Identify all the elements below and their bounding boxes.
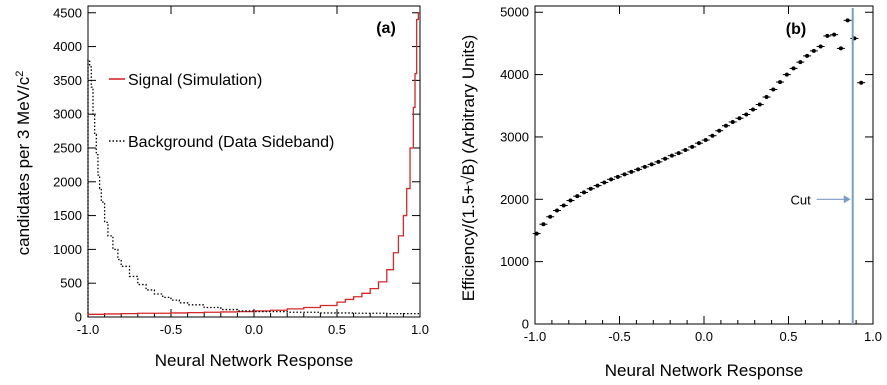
panel-b-y-axis-label: Efficiency/(1.5+√B) (Arbitrary Units) [459,35,478,301]
panel-a-y-tick-label: 3500 [53,73,82,88]
panel-b-series [532,18,866,236]
panel-a-y-tick-label: 2000 [53,174,82,189]
data-point [622,172,627,177]
panel-b-y-tick-label: 4000 [500,67,529,82]
data-point [859,80,864,85]
panel-b-y-tick-label: 1000 [500,254,529,269]
data-point [696,141,701,146]
panel-a-series [87,12,420,317]
panel-b-ticks: -1.0 -0.5 0.0 0.5 1.0 0 1000 2000 3000 4000 5000 [500,5,882,344]
legend-signal-label: Signal (Simulation) [128,72,262,89]
panel-a-ticks: -1.0 -0.5 0.0 0.5 1.0 0 500 1000 1500 2000 2500 300… [53,5,429,337]
data-point [534,231,539,236]
series-signal-line [87,12,420,317]
data-point [825,33,830,38]
data-point [615,174,620,179]
panel-a-x-tick-label: -1.0 [77,322,99,337]
data-point [723,123,728,128]
data-point [582,190,587,195]
data-point [636,167,641,172]
panel-a-x-tick-label: 0.5 [328,322,346,337]
data-point [669,153,674,158]
data-point [629,169,634,174]
panel-a-y-tick-label: 1000 [53,242,82,257]
data-point [764,95,769,100]
panel-a-x-axis-label: Neural Network Response [155,351,353,370]
data-point [832,32,837,37]
data-point [703,138,708,143]
data-point [663,156,668,161]
panel-a-y-tick-label: 4000 [53,39,82,54]
panel-b-label: (b) [786,21,806,38]
panel-a-y-tick-label: 0 [75,310,82,325]
data-point [541,222,546,227]
data-point [649,162,654,167]
panel-a-y-axis-label-text: candidates per 3 MeV/c [14,76,33,255]
data-point [710,133,715,138]
legend-background-label: Background (Data Sideband) [128,134,334,151]
panel-b-x-tick-label: 0.5 [779,329,797,344]
panel-a-plot-frame [87,5,421,318]
data-point [798,60,803,65]
data-point [818,44,823,49]
panel-a-y-tick-label: 1500 [53,208,82,223]
data-point [656,159,661,164]
panel-b-x-tick-label: -0.5 [608,329,630,344]
panel-a-x-tick-label: 1.0 [411,322,429,337]
panel-a-y-tick-label: 2500 [53,140,82,155]
data-point [609,177,614,182]
data-point [771,87,776,92]
panel-a-y-tick-label: 3000 [53,107,82,122]
data-point [554,208,559,213]
data-point [737,116,742,121]
panel-b-x-tick-label: 0.0 [695,329,713,344]
data-point [548,214,553,219]
panel-b-y-tick-label: 3000 [500,129,529,144]
data-point [845,18,850,23]
panel-b: -1.0 -0.5 0.0 0.5 1.0 0 1000 2000 3000 4000 5000 (… [459,5,882,380]
data-point [595,183,600,188]
panel-b-y-tick-label: 5000 [500,5,529,20]
data-point [791,66,796,71]
data-point [588,186,593,191]
data-point [838,46,843,51]
panel-b-x-tick-label: -1.0 [524,329,546,344]
panel-a-x-tick-label: -0.5 [160,322,182,337]
panel-b-plot-frame [534,5,874,325]
data-point [778,80,783,85]
panel-b-x-tick-label: 1.0 [864,329,882,344]
data-point [751,107,756,112]
data-point [805,53,810,58]
cut-label: Cut [790,192,811,207]
panel-a-label: (a) [376,20,396,37]
data-point [575,194,580,199]
panel-a-y-axis-label: candidates per 3 MeV/c2 [14,71,33,256]
panel-a: -1.0 -0.5 0.0 0.5 1.0 0 500 1000 1500 2000 2500 300… [14,5,429,370]
panel-b-x-axis-label: Neural Network Response [605,361,803,380]
panel-a-y-tick-label: 500 [60,276,82,291]
data-point [717,128,722,133]
data-point [561,203,566,208]
data-point [602,180,607,185]
data-point [642,164,647,169]
panel-a-x-tick-label: 0.0 [245,322,263,337]
data-point [811,48,816,53]
panel-b-y-tick-label: 0 [522,317,529,332]
data-point [683,148,688,153]
panel-a-y-tick-label: 4500 [53,5,82,20]
data-point [690,144,695,149]
data-point [568,198,573,203]
data-point [730,119,735,124]
panel-b-y-tick-label: 2000 [500,192,529,207]
cut-arrow-head [843,195,851,204]
data-point [757,102,762,107]
data-point [784,72,789,77]
data-point [676,151,681,156]
data-point [744,112,749,117]
series-background-line [87,59,420,317]
panel-a-y-axis-label-superscript: 2 [14,71,26,77]
